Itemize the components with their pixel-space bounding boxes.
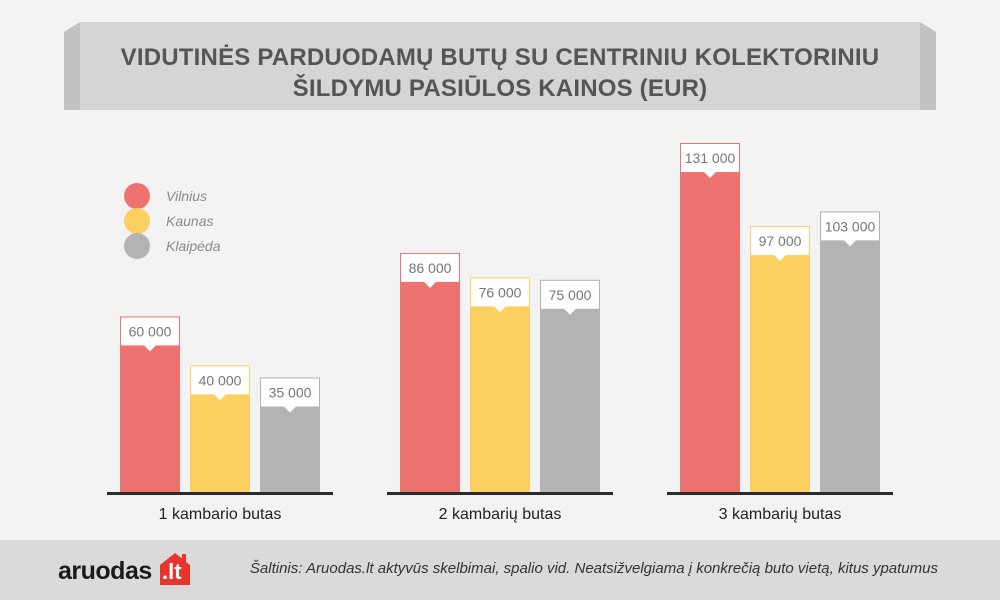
data-label-pointer xyxy=(424,281,436,288)
bar-vilnius-3 xyxy=(680,172,740,492)
x-tick-label: 2 kambarių butas xyxy=(439,506,562,523)
data-label: 97 000 xyxy=(759,233,802,249)
data-label: 75 000 xyxy=(549,287,592,303)
legend-label-kaunas: Kaunas xyxy=(166,213,213,229)
logo-tld: .lt xyxy=(162,559,182,584)
legend-swatch-klaipėda xyxy=(124,233,150,259)
data-label-box xyxy=(260,377,320,408)
bar-kaunas-3 xyxy=(750,255,810,492)
bar-vilnius-1 xyxy=(120,345,180,492)
data-label-pointer xyxy=(704,172,716,178)
bar-chart: 1 kambario butas 60 000 40 000 35 000 2 kamb… xyxy=(107,143,893,523)
bar-klaipėda-3 xyxy=(820,240,880,492)
title-banner xyxy=(64,22,936,110)
footer: aruodas .lt Šaltinis: Aruodas.lt aktyvūs… xyxy=(0,540,1000,600)
data-label: 131 000 xyxy=(685,150,736,166)
legend-label-klaipėda: Klaipėda xyxy=(166,238,221,254)
house-icon xyxy=(160,553,190,585)
data-label-box xyxy=(400,252,460,283)
bar-vilnius-2 xyxy=(400,281,460,492)
bar-kaunas-1 xyxy=(190,394,250,492)
source-note: Šaltinis: Aruodas.lt aktyvūs skelbimai, … xyxy=(249,560,938,577)
data-label-pointer xyxy=(564,308,576,315)
chart-title-line-2: ŠILDYMU PASIŪLOS KAINOS (EUR) xyxy=(292,75,708,102)
baseline-1 xyxy=(107,492,333,495)
baseline-3 xyxy=(667,492,893,495)
data-label-box xyxy=(680,143,740,173)
data-label-box xyxy=(820,211,880,242)
data-label: 40 000 xyxy=(199,372,242,388)
bar-klaipėda-2 xyxy=(540,308,600,492)
data-label: 60 000 xyxy=(129,323,172,339)
data-label-pointer xyxy=(844,240,856,247)
data-label-box xyxy=(120,316,180,347)
data-label-pointer xyxy=(494,306,506,313)
bar-klaipėda-1 xyxy=(260,406,320,492)
data-label-box xyxy=(540,279,600,310)
data-label: 76 000 xyxy=(479,284,522,300)
data-label-pointer xyxy=(284,406,296,413)
legend-label-vilnius: Vilnius xyxy=(166,188,207,204)
logo-name: aruodas xyxy=(58,557,152,585)
data-label-pointer xyxy=(144,345,156,352)
data-label: 103 000 xyxy=(825,218,876,234)
baseline-2 xyxy=(387,492,613,495)
chart-title-line-1: VIDUTINĖS PARDUODAMŲ BUTŲ SU CENTRINIU K… xyxy=(120,44,880,71)
legend-swatch-vilnius xyxy=(124,183,150,209)
data-label: 35 000 xyxy=(269,385,312,401)
data-label-box xyxy=(190,365,250,396)
data-label-box xyxy=(750,226,810,257)
legend-swatch-kaunas xyxy=(124,208,150,234)
data-label-pointer xyxy=(774,255,786,262)
x-tick-label: 1 kambario butas xyxy=(159,506,282,523)
bar-kaunas-2 xyxy=(470,306,530,492)
x-tick-label: 3 kambarių butas xyxy=(719,506,842,523)
data-label: 86 000 xyxy=(409,260,452,276)
data-label-pointer xyxy=(214,394,226,401)
